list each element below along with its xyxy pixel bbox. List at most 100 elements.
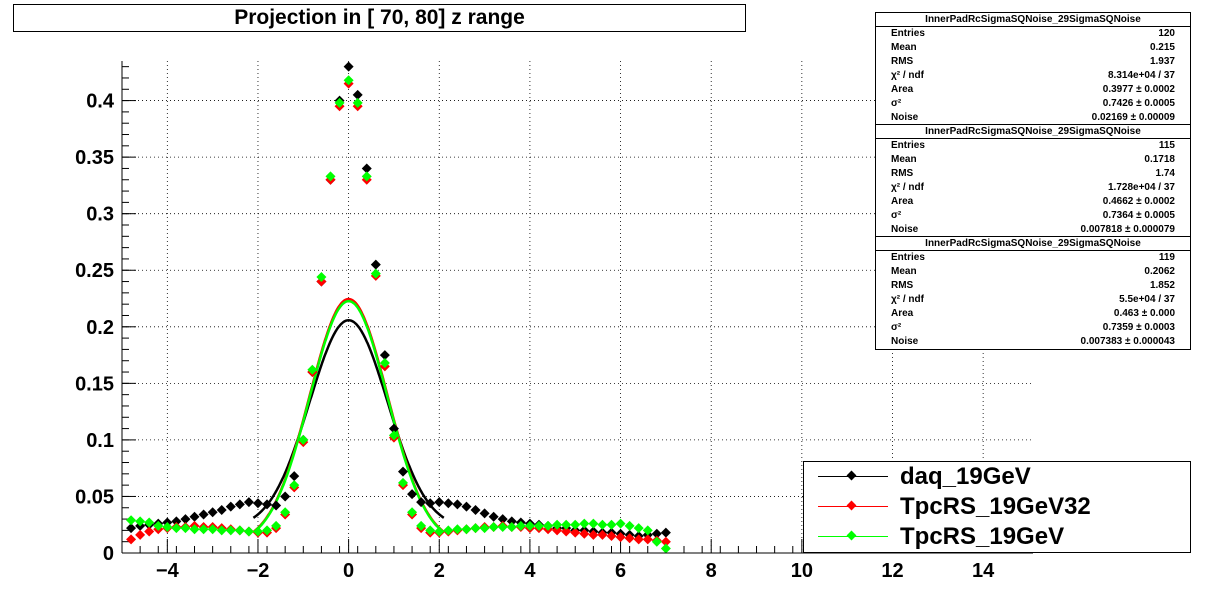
- data-point: [298, 434, 309, 445]
- legend-entry-daq: daq_19GeV: [804, 462, 1190, 492]
- data-point: [470, 505, 481, 516]
- data-point: [651, 528, 662, 539]
- data-point: [343, 61, 354, 72]
- stats-key: χ² / ndf: [891, 294, 924, 305]
- data-point: [597, 529, 608, 540]
- stats-value: 8.314e+04 / 37: [1107, 70, 1175, 81]
- data-point: [633, 534, 644, 545]
- stats-key: σ²: [891, 98, 902, 109]
- data-point: [407, 507, 418, 518]
- x-tick-label: −2: [247, 560, 270, 582]
- legend-diamond-marker: [846, 500, 857, 511]
- data-point: [352, 89, 363, 100]
- data-point: [588, 529, 599, 540]
- data-point: [434, 497, 445, 508]
- stats-key: χ² / ndf: [891, 182, 924, 193]
- data-point: [289, 471, 300, 482]
- legend-diamond-marker: [846, 470, 857, 481]
- stats-key: Mean: [891, 42, 917, 53]
- stats-key: Noise: [891, 112, 919, 123]
- legend-entry-tpcrs32: TpcRS_19GeV32: [804, 492, 1190, 522]
- data-point: [262, 499, 273, 510]
- data-point: [262, 525, 273, 536]
- stats-value: 0.007383 ± 0.000043: [1080, 336, 1175, 347]
- data-point: [461, 524, 472, 535]
- stats-key: Noise: [891, 224, 919, 235]
- legend-label: TpcRS_19GeV: [900, 523, 1065, 550]
- data-point: [379, 350, 390, 361]
- data-point: [135, 516, 146, 527]
- stats-value: 0.02169 ± 0.00009: [1091, 112, 1175, 123]
- data-point: [533, 520, 544, 531]
- legend: daq_19GeV TpcRS_19GeV32 TpcRS_19GeV: [803, 461, 1191, 553]
- data-point: [370, 268, 381, 279]
- y-tick-label: 0: [103, 543, 114, 565]
- x-tick-label: 4: [524, 560, 536, 582]
- y-tick-label: 0.35: [75, 147, 114, 169]
- data-point: [407, 489, 418, 500]
- data-point: [144, 517, 155, 528]
- data-point: [198, 509, 209, 520]
- data-point: [180, 514, 191, 525]
- data-point: [552, 519, 563, 530]
- data-point: [171, 516, 182, 527]
- stats-box-header: InnerPadRcSigmaSQNoise_29SigmaSQNoise: [876, 125, 1190, 139]
- data-point: [488, 521, 499, 532]
- y-tick-label: 0.25: [75, 260, 114, 282]
- stats-value: 0.7426 ± 0.0005: [1102, 98, 1175, 109]
- data-point: [524, 520, 535, 531]
- chart-title: Projection in [ 70, 80] z range: [13, 4, 746, 32]
- data-point: [660, 543, 671, 554]
- data-point: [243, 497, 254, 508]
- data-point: [506, 516, 517, 527]
- x-tick-label: 2: [434, 560, 445, 582]
- data-point: [162, 521, 173, 532]
- y-tick-label: 0.2: [86, 317, 114, 339]
- data-point: [180, 523, 191, 534]
- stats-value: 5.5e+04 / 37: [1119, 294, 1175, 305]
- stats-key: σ²: [891, 210, 902, 221]
- stats-value: 1.937: [1149, 56, 1175, 67]
- x-tick-label: 6: [615, 560, 626, 582]
- data-point: [126, 515, 137, 526]
- stats-key: Mean: [891, 154, 917, 165]
- stats-value: 119: [1158, 252, 1175, 263]
- x-tick-label: −4: [156, 560, 180, 582]
- data-point: [570, 527, 581, 538]
- data-point: [461, 501, 472, 512]
- data-point: [352, 97, 363, 108]
- data-point: [642, 534, 653, 545]
- data-point: [388, 430, 399, 441]
- data-point: [289, 480, 300, 491]
- data-point: [316, 272, 327, 283]
- y-tick-label: 0.3: [86, 204, 114, 226]
- data-point: [642, 525, 653, 536]
- data-point: [615, 518, 626, 529]
- stats-box-tpcrs32: InnerPadRcSigmaSQNoise_29SigmaSQNoise En…: [875, 124, 1191, 238]
- data-point: [126, 534, 137, 545]
- data-point: [252, 498, 263, 509]
- data-point: [425, 525, 436, 536]
- data-point: [452, 524, 463, 535]
- fit-curve: [252, 299, 445, 534]
- stats-value: 0.1718: [1144, 154, 1175, 165]
- stats-box-daq: InnerPadRcSigmaSQNoise_29SigmaSQNoise En…: [875, 12, 1191, 126]
- y-tick-label: 0.05: [75, 486, 114, 508]
- stats-key: RMS: [891, 280, 914, 291]
- stats-box-header: InnerPadRcSigmaSQNoise_29SigmaSQNoise: [876, 13, 1190, 27]
- data-point: [416, 520, 427, 531]
- stats-value: 0.3977 ± 0.0002: [1102, 84, 1175, 95]
- stats-key: RMS: [891, 56, 914, 67]
- data-point: [216, 505, 227, 516]
- data-point: [425, 498, 436, 509]
- data-point: [370, 259, 381, 270]
- y-tick-label: 0.1: [86, 430, 114, 452]
- data-point: [398, 477, 409, 488]
- stats-value: 1.852: [1149, 280, 1175, 291]
- x-tick-label: 8: [706, 560, 717, 582]
- y-tick-label: 0.4: [86, 91, 115, 113]
- data-point: [443, 498, 454, 509]
- stats-value: 0.215: [1149, 42, 1175, 53]
- data-point: [361, 163, 372, 174]
- stats-key: Area: [891, 196, 914, 207]
